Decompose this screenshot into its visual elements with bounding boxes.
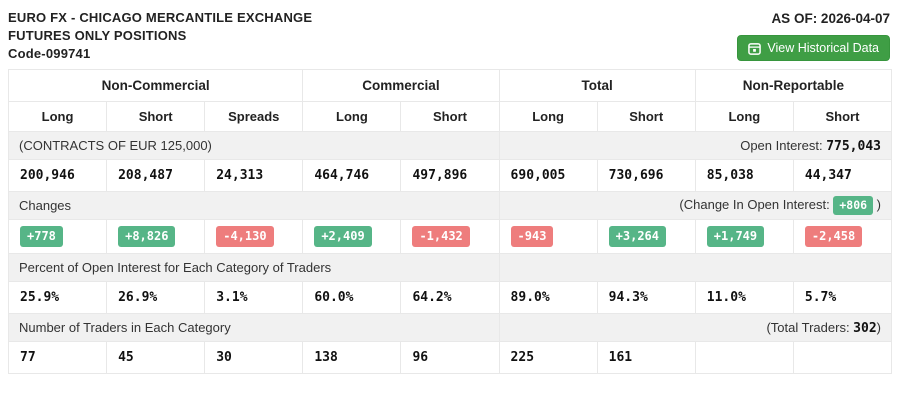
change-cell: -1,432	[400, 219, 500, 254]
traders-cell: 161	[596, 341, 696, 374]
traders-cell: 138	[302, 341, 402, 374]
change-oi-badge: +806	[833, 196, 874, 215]
report-title-block: EURO FX - CHICAGO MERCANTILE EXCHANGE FU…	[8, 9, 312, 63]
percent-label: Percent of Open Interest for Each Catego…	[8, 253, 500, 282]
percent-cell: 11.0%	[694, 281, 794, 314]
page-header: EURO FX - CHICAGO MERCANTILE EXCHANGE FU…	[0, 0, 900, 67]
header-right: AS OF: 2026-04-07 View Historical Data	[737, 9, 892, 61]
traders-cell: 77	[7, 341, 108, 374]
change-badge: -4,130	[216, 226, 274, 247]
group-non-reportable: Non-Reportable	[694, 69, 893, 102]
change-badge: +3,264	[608, 226, 667, 247]
percent-cell: 26.9%	[106, 281, 206, 314]
change-badge: +8,826	[118, 226, 176, 247]
total-traders-suffix: )	[876, 319, 881, 335]
change-cell: -2,458	[792, 219, 893, 254]
view-historical-data-label: View Historical Data	[767, 41, 879, 55]
changes-header-row: Changes (Change In Open Interest: +806 )	[8, 191, 893, 220]
col-total-long: Long	[498, 101, 598, 132]
as-of-date: AS OF: 2026-04-07	[771, 11, 890, 26]
position-cell: 208,487	[106, 159, 206, 192]
changes-row: +778 +8,826 -4,130 +2,409 -1,432 -943 +3…	[7, 219, 893, 254]
percent-cell: 60.0%	[302, 281, 402, 314]
report-title-line1: EURO FX - CHICAGO MERCANTILE EXCHANGE	[8, 10, 313, 25]
position-cell: 24,313	[204, 159, 304, 192]
percent-cell: 94.3%	[596, 281, 696, 314]
col-comm-short: Short	[400, 101, 500, 132]
report-title-line2: FUTURES ONLY POSITIONS	[8, 28, 187, 43]
percent-header-row: Percent of Open Interest for Each Catego…	[8, 253, 893, 282]
change-cell: -4,130	[204, 219, 304, 254]
contracts-open-interest-row: (CONTRACTS OF EUR 125,000) Open Interest…	[8, 131, 893, 160]
traders-row: 77 45 30 138 96 225 161	[7, 341, 893, 374]
change-cell: +2,409	[302, 219, 402, 254]
contracts-label: (CONTRACTS OF EUR 125,000)	[8, 131, 500, 160]
column-header-row: Long Short Spreads Long Short Long Short…	[7, 101, 893, 132]
total-traders-value: 302	[853, 320, 877, 336]
traders-header-row: Number of Traders in Each Category (Tota…	[8, 313, 893, 342]
change-badge: -1,432	[412, 226, 470, 247]
positions-row: 200,946 208,487 24,313 464,746 497,896 6…	[7, 159, 893, 192]
group-commercial: Commercial	[302, 69, 500, 102]
change-badge: -943	[510, 226, 554, 247]
open-interest-label: Open Interest:	[740, 137, 827, 153]
open-interest-value: 775,043	[826, 138, 881, 154]
report-code: Code-099741	[8, 46, 91, 61]
group-non-commercial: Non-Commercial	[7, 69, 304, 102]
change-cell: +3,264	[596, 219, 696, 254]
total-traders-prefix: (Total Traders:	[766, 319, 854, 335]
group-header-row: Non-Commercial Commercial Total Non-Repo…	[7, 69, 893, 102]
change-cell: +1,749	[694, 219, 794, 254]
change-open-interest-cell: (Change In Open Interest: +806 )	[498, 191, 893, 220]
traders-cell: 96	[400, 341, 500, 374]
cot-positions-table: Non-Commercial Commercial Total Non-Repo…	[7, 69, 893, 374]
percent-cell: 89.0%	[498, 281, 598, 314]
percent-cell: 25.9%	[7, 281, 108, 314]
change-cell: +778	[7, 219, 108, 254]
traders-cell: 30	[204, 341, 304, 374]
percent-header-spacer	[498, 253, 893, 282]
position-cell: 730,696	[596, 159, 696, 192]
open-interest-cell: Open Interest: 775,043	[498, 131, 893, 160]
view-historical-data-button[interactable]: View Historical Data	[737, 35, 890, 61]
position-cell: 200,946	[7, 159, 108, 192]
col-noncomm-spreads: Spreads	[204, 101, 304, 132]
position-cell: 85,038	[694, 159, 794, 192]
group-total: Total	[498, 69, 696, 102]
calendar-icon	[748, 42, 762, 55]
change-badge: +2,409	[314, 226, 372, 247]
col-noncomm-short: Short	[106, 101, 206, 132]
change-badge: -2,458	[804, 226, 863, 247]
col-total-short: Short	[596, 101, 696, 132]
changes-label: Changes	[8, 191, 500, 220]
change-cell: +8,826	[106, 219, 206, 254]
traders-cell: 45	[106, 341, 206, 374]
change-badge: +778	[20, 226, 63, 247]
percent-cell: 3.1%	[204, 281, 304, 314]
position-cell: 497,896	[400, 159, 500, 192]
position-cell: 464,746	[302, 159, 402, 192]
total-traders-cell: (Total Traders: 302)	[498, 313, 893, 342]
percent-cell: 64.2%	[400, 281, 500, 314]
traders-label: Number of Traders in Each Category	[8, 313, 500, 342]
percents-row: 25.9% 26.9% 3.1% 60.0% 64.2% 89.0% 94.3%…	[7, 281, 893, 314]
traders-cell	[792, 341, 893, 374]
col-nonrep-short: Short	[792, 101, 893, 132]
change-oi-prefix: (Change In Open Interest:	[679, 197, 834, 212]
change-oi-suffix: )	[873, 197, 881, 212]
col-comm-long: Long	[302, 101, 402, 132]
col-noncomm-long: Long	[7, 101, 108, 132]
col-nonrep-long: Long	[694, 101, 794, 132]
change-badge: +1,749	[706, 226, 765, 247]
traders-cell: 225	[498, 341, 598, 374]
position-cell: 44,347	[792, 159, 893, 192]
traders-cell	[694, 341, 794, 374]
position-cell: 690,005	[498, 159, 598, 192]
change-cell: -943	[498, 219, 598, 254]
percent-cell: 5.7%	[792, 281, 893, 314]
